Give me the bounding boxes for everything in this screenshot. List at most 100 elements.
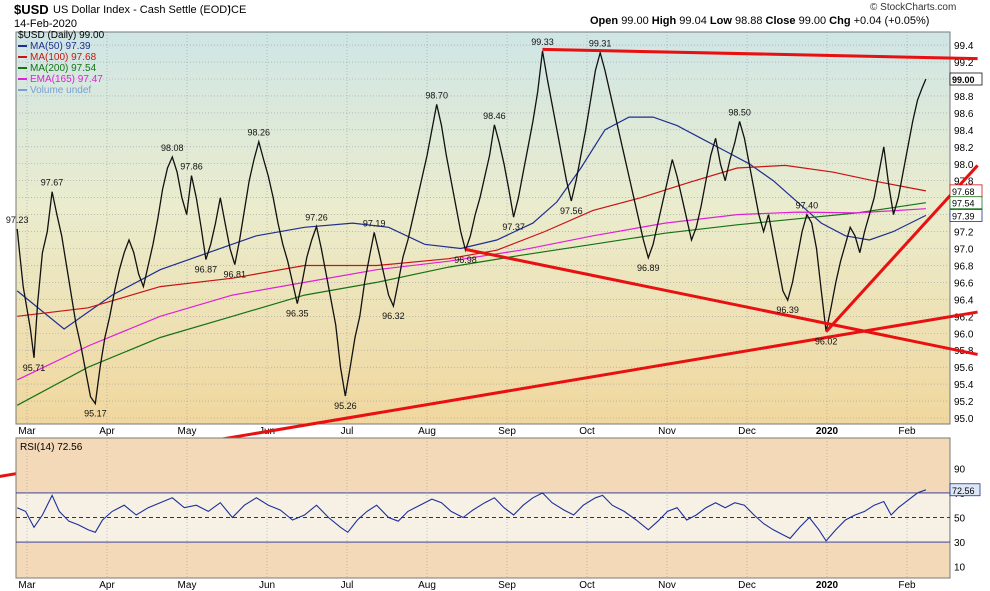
price-tick-label: 95.2: [954, 397, 974, 408]
price-tick-label: 96.4: [954, 295, 974, 306]
right-value-label: 97.68: [952, 187, 975, 197]
price-annotation: 96.98: [454, 255, 477, 265]
price-tick-label: 96.6: [954, 278, 974, 289]
trendline: [542, 47, 978, 61]
rsi-tick-label: 30: [954, 538, 966, 549]
price-tick-label: 95.4: [954, 380, 974, 391]
chart-instrument-name: US Dollar Index - Cash Settle (EOD): [53, 4, 231, 16]
open-value: 99.00: [621, 15, 649, 27]
low-value: 98.88: [734, 15, 763, 27]
price-annotation: 95.26: [334, 401, 357, 411]
right-value-box: [949, 196, 983, 210]
price-annotation: 96.02: [815, 337, 838, 347]
rsi-month-label: Oct: [579, 580, 595, 591]
price-tick-label: 95.0: [954, 414, 974, 425]
legend-entry: MA(100) 97.68: [30, 52, 97, 63]
price-tick-label: 98.4: [954, 126, 974, 137]
rsi-month-label: 2020: [816, 580, 839, 591]
series-ma50: [16, 116, 927, 330]
price-annotation: 99.31: [589, 39, 612, 49]
price-month-label: Mar: [18, 426, 36, 437]
chart-date: 14-Feb-2020: [14, 18, 77, 30]
legend-entry: MA(200) 97.54: [30, 63, 97, 74]
price-month-label: 2020: [816, 426, 839, 437]
rsi-month-label: Mar: [18, 580, 36, 591]
rsi-month-label: Dec: [738, 580, 756, 591]
price-annotation: 98.08: [161, 143, 184, 153]
price-tick-label: 98.6: [954, 109, 974, 120]
trendline: [465, 247, 978, 356]
price-tick-label: 99.4: [954, 41, 974, 52]
open-label: Open: [590, 15, 619, 27]
series-rsi: [16, 489, 927, 542]
price-panel: 95.095.295.495.695.896.096.296.496.696.8…: [0, 30, 983, 478]
price-annotation: 96.81: [223, 270, 246, 280]
price-annotation: 97.23: [6, 215, 29, 225]
right-value-label: 97.54: [952, 199, 975, 209]
chart-exchange: ICE: [228, 4, 247, 16]
rsi-month-label: Jul: [341, 580, 354, 591]
rsi-month-label: Nov: [658, 580, 676, 591]
price-annotation: 97.56: [560, 206, 583, 216]
high-label: High: [651, 15, 677, 27]
rsi-month-label: Feb: [898, 580, 916, 591]
right-value-box: [949, 209, 983, 222]
price-annotation: 97.19: [363, 218, 386, 228]
price-annotation: 99.33: [531, 37, 554, 47]
price-annotation: 97.37: [502, 222, 525, 232]
price-tick-label: 96.0: [954, 329, 974, 340]
rsi-value-label: 72.56: [952, 486, 975, 496]
rsi-value-box: [949, 483, 981, 497]
rsi-panel: 1030507090MarAprMayJunJulAugSepOctNovDec…: [15, 437, 981, 591]
rsi-month-label: Sep: [498, 580, 516, 591]
series-ma200: [16, 202, 926, 406]
chg-value: +0.04 (+0.05%): [853, 15, 930, 27]
price-tick-label: 98.2: [954, 143, 974, 154]
close-label: Close: [765, 15, 796, 27]
price-annotation: 97.86: [180, 162, 203, 172]
price-annotation: 98.46: [483, 111, 506, 121]
rsi-month-label: May: [178, 580, 197, 591]
legend-entry: MA(50) 97.39: [30, 41, 91, 52]
price-annotation: 96.87: [195, 265, 218, 275]
series-ema165: [16, 208, 926, 381]
price-annotation: 96.35: [286, 309, 309, 319]
legend-entry: Volume undef: [30, 85, 91, 96]
price-annotation: 98.50: [728, 107, 751, 117]
watermark: © StockCharts.com: [870, 2, 957, 13]
price-month-label: Oct: [579, 426, 595, 437]
rsi-tick-label: 90: [954, 464, 966, 475]
right-value-box: [949, 72, 983, 86]
price-month-label: Feb: [898, 426, 916, 437]
price-annotation: 95.71: [23, 363, 46, 373]
right-value-label: 99.00: [952, 75, 975, 85]
high-value: 99.04: [679, 15, 707, 27]
price-tick-label: 98.8: [954, 92, 974, 103]
price-annotation: 96.32: [382, 311, 405, 321]
rsi-tick-label: 10: [954, 563, 966, 574]
low-label: Low: [709, 15, 732, 27]
series-price: [16, 50, 927, 406]
price-annotation: 98.70: [425, 90, 448, 100]
rsi-legend: RSI(14) 72.56: [20, 442, 83, 453]
price-month-label: May: [178, 426, 197, 437]
ohlc-readout: Open 99.00 High 99.04 Low 98.88 Close 99…: [590, 15, 929, 27]
close-value: 99.00: [798, 15, 827, 27]
price-month-label: Apr: [99, 426, 115, 437]
rsi-month-label: Aug: [418, 580, 436, 591]
price-tick-label: 96.2: [954, 312, 974, 323]
price-tick-label: 97.2: [954, 228, 974, 239]
price-month-label: Aug: [418, 426, 436, 437]
price-tick-label: 98.0: [954, 160, 974, 171]
legend-entry: $USD (Daily) 99.00: [18, 30, 105, 41]
price-annotation: 98.26: [248, 128, 271, 138]
price-tick-label: 95.6: [954, 363, 974, 374]
price-plot-background: [15, 31, 951, 425]
price-annotation: 97.26: [305, 212, 328, 222]
price-annotation: 97.67: [41, 178, 64, 188]
price-tick-label: 99.2: [954, 58, 974, 69]
rsi-month-label: Apr: [99, 580, 115, 591]
price-annotation: 96.39: [776, 305, 799, 315]
